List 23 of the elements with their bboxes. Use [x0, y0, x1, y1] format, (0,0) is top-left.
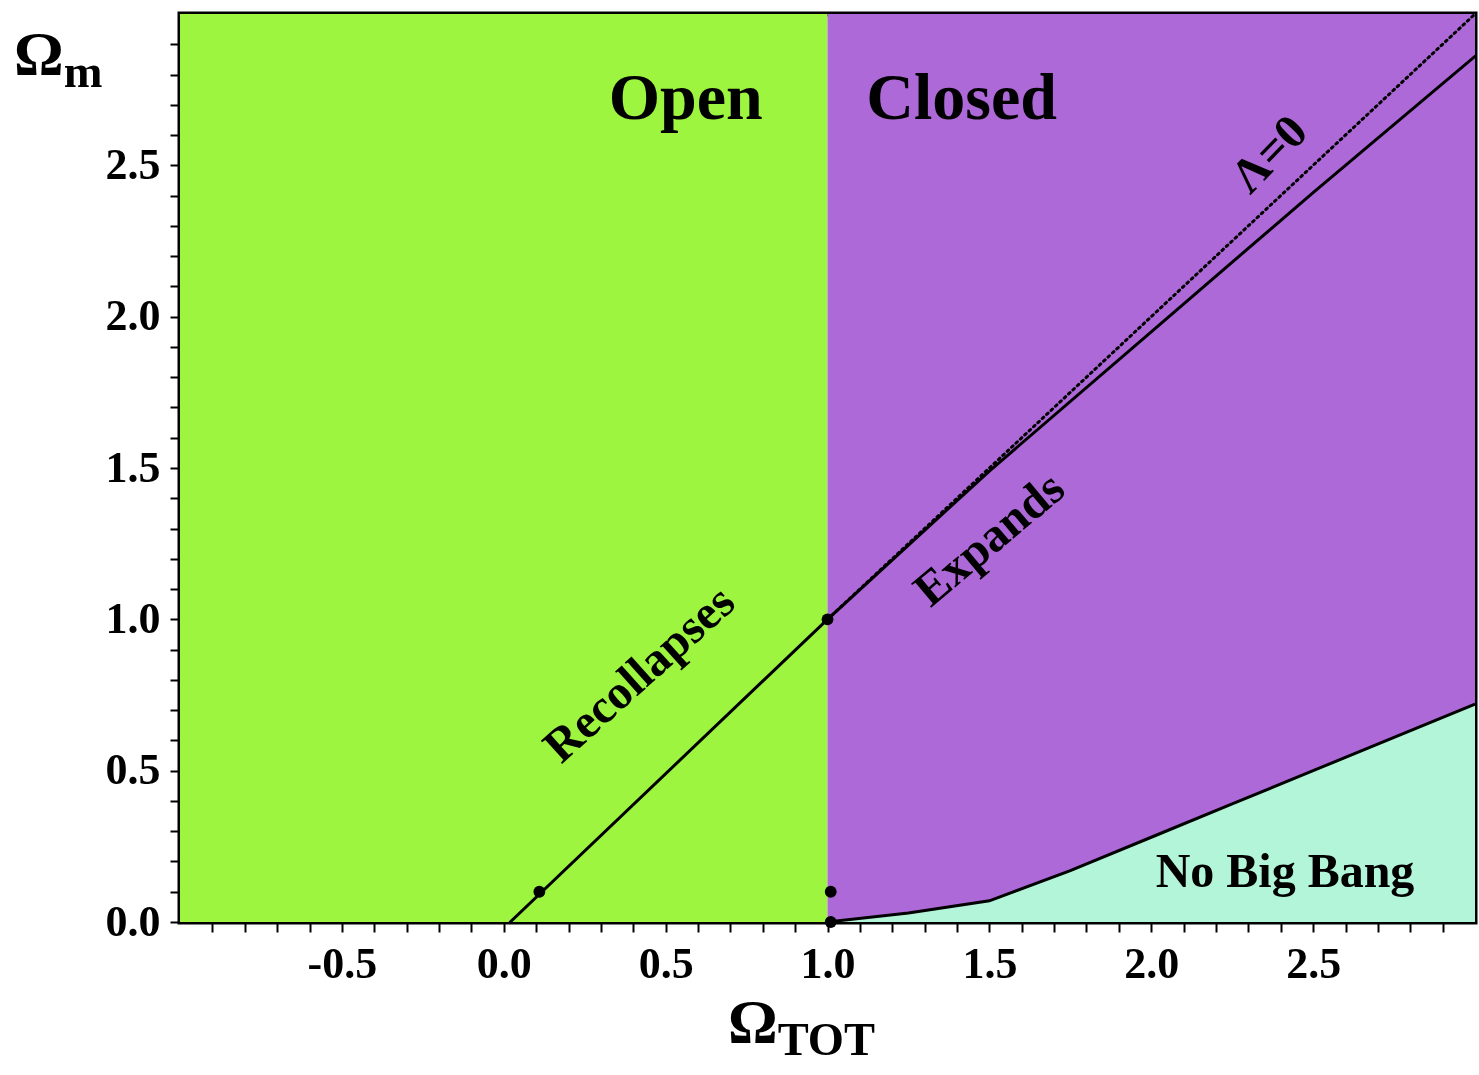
point — [821, 613, 834, 626]
y-tick-label: 1.0 — [105, 593, 161, 643]
band-label: Open — [608, 59, 763, 133]
point — [533, 885, 546, 898]
point — [824, 916, 837, 928]
y-tick-label: 0.0 — [105, 896, 161, 946]
x-tick-label: -0.5 — [307, 938, 378, 988]
y-axis-title: Ω$_{m}$ — [14, 19, 103, 98]
x-tick-label: 1.5 — [962, 938, 1018, 988]
x-tick-label: 1.0 — [800, 938, 856, 988]
x-axis-title: Ω$_{TOT}$ — [728, 987, 876, 1066]
y-tick-label: 0.5 — [105, 745, 161, 795]
x-tick-label: 2.5 — [1286, 938, 1342, 988]
annotation: No Big Bang — [1155, 844, 1415, 897]
point — [824, 885, 837, 898]
y-tick-label: 1.5 — [105, 442, 161, 492]
y-tick-label: 2.0 — [105, 291, 161, 341]
x-tick-label: 0.0 — [476, 938, 532, 988]
y-tick-label: 2.5 — [105, 139, 161, 189]
band-label: Closed — [866, 59, 1058, 133]
x-tick-label: 2.0 — [1124, 938, 1180, 988]
annotation: Λ=0 — [1219, 104, 1318, 203]
x-tick-label: 0.5 — [638, 938, 694, 988]
